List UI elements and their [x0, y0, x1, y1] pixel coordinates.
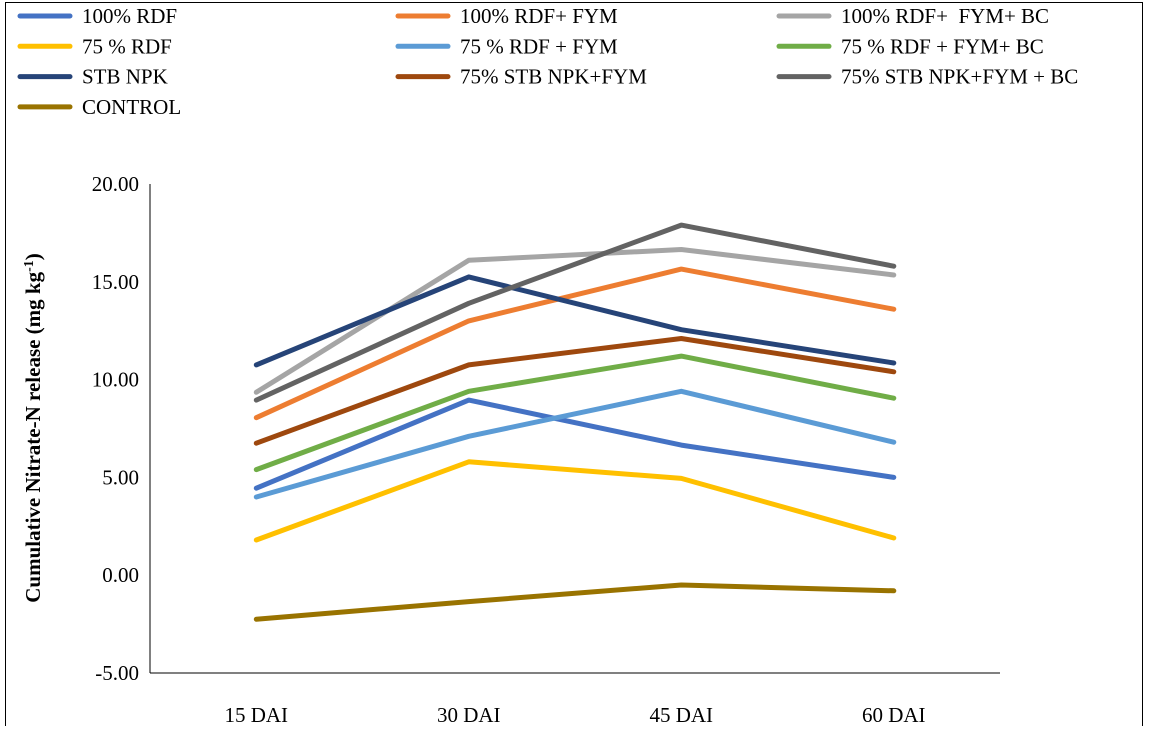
- series-line-1: [253, 397, 897, 491]
- legend-label-10: CONTROL: [82, 95, 181, 119]
- x-tick-label: 30 DAI: [437, 703, 501, 727]
- y-tick-label: 10.00: [92, 368, 139, 392]
- series-line-2: [253, 266, 897, 421]
- x-tick-label: 15 DAI: [224, 703, 288, 727]
- series-line-8: [253, 336, 897, 446]
- y-tick-label: 5.00: [102, 465, 139, 489]
- legend-label-2: 100% RDF+ FYM: [460, 4, 618, 28]
- legend-label-1: 100% RDF: [82, 4, 177, 28]
- y-axis-title-close: ): [21, 253, 45, 260]
- y-axis-title-main: Cumulative Nitrate-N release (mg kg: [21, 271, 45, 602]
- legend-label-3: 100% RDF+ FYM+ BC: [841, 4, 1049, 28]
- y-axis-ticks: 20.00 15.00 10.00 5.00 0.00 -5.00: [92, 172, 139, 685]
- series-line-7: [253, 274, 897, 368]
- legend-label-8: 75% STB NPK+FYM: [460, 65, 647, 89]
- x-tick-label: 45 DAI: [649, 703, 713, 727]
- series-line-3: [253, 247, 897, 395]
- legend-label-5: 75 % RDF + FYM: [460, 34, 618, 58]
- axes: [149, 184, 1000, 674]
- legend-label-6: 75 % RDF + FYM+ BC: [841, 34, 1044, 58]
- x-axis-ticks: 15 DAI 30 DAI 45 DAI 60 DAI: [224, 703, 925, 727]
- series-line-5: [253, 388, 897, 500]
- legend-label-4: 75 % RDF: [82, 34, 172, 58]
- y-tick-label: 15.00: [92, 270, 139, 294]
- series-line-9: [253, 222, 897, 403]
- legend-label-7: STB NPK: [82, 65, 168, 89]
- y-tick-label: 20.00: [92, 172, 139, 196]
- legend: 100% RDF 100% RDF+ FYM 100% RDF+ FYM+ BC 75…: [17, 4, 1078, 119]
- chart-frame: [5, 2, 1143, 726]
- x-tick-label: 60 DAI: [862, 703, 926, 727]
- series-line-4: [253, 459, 897, 543]
- y-tick-label: -5.00: [95, 661, 139, 685]
- series-line-6: [253, 353, 897, 473]
- series-line-10: [253, 582, 897, 622]
- legend-label-9: 75% STB NPK+FYM + BC: [841, 65, 1078, 89]
- y-axis-title: Cumulative Nitrate-N release (mg kg-1): [21, 253, 45, 603]
- y-axis-title-superscript: -1: [22, 260, 37, 272]
- y-tick-label: 0.00: [102, 563, 139, 587]
- series-lines: [253, 222, 897, 622]
